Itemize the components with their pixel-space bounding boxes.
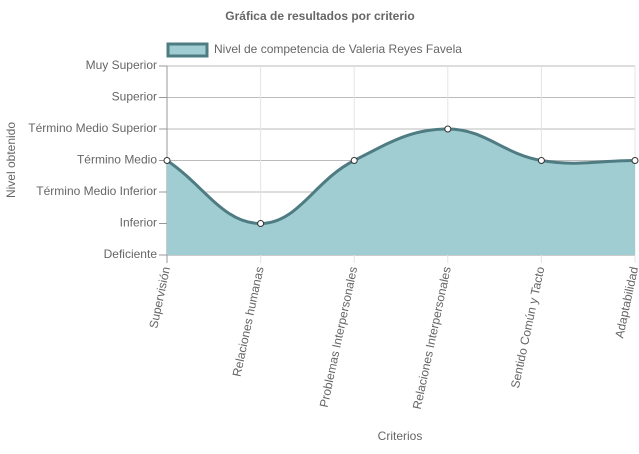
point <box>350 157 358 164</box>
y-axis-title: Nivel obtenido <box>4 122 18 198</box>
point <box>631 157 639 164</box>
y-tick-label: Deficiente <box>104 247 158 261</box>
x-tick-label: Sentido Común y Tacto <box>508 265 548 389</box>
x-tick-label: Supervisión <box>146 265 173 329</box>
legend-swatch <box>166 42 209 58</box>
chart-title: Gráfica de resultados por criterio <box>225 9 414 23</box>
x-tick-label: Relaciones humanas <box>230 265 267 378</box>
x-tick-label: Relaciones Interpersonales <box>410 265 454 410</box>
point <box>163 157 171 164</box>
x-tick-label: Adaptabilidad <box>612 265 639 339</box>
legend-label: Nivel de competencia de Valeria Reyes Fa… <box>214 42 462 56</box>
y-tick-label: Muy Superior <box>86 58 157 72</box>
x-tick-label: Problemas Interpersonales <box>317 265 361 408</box>
y-tick-label: Término Medio <box>77 153 157 167</box>
point <box>444 125 452 133</box>
y-tick-label: Término Medio Inferior <box>36 184 157 198</box>
point <box>537 157 545 164</box>
y-tick-label: Superior <box>112 90 157 104</box>
y-tick-label: Término Medio Superior <box>28 121 157 135</box>
area <box>167 129 635 255</box>
point <box>257 220 265 227</box>
x-axis-title: Criterios <box>378 429 423 443</box>
y-tick-label: Inferior <box>120 216 157 230</box>
